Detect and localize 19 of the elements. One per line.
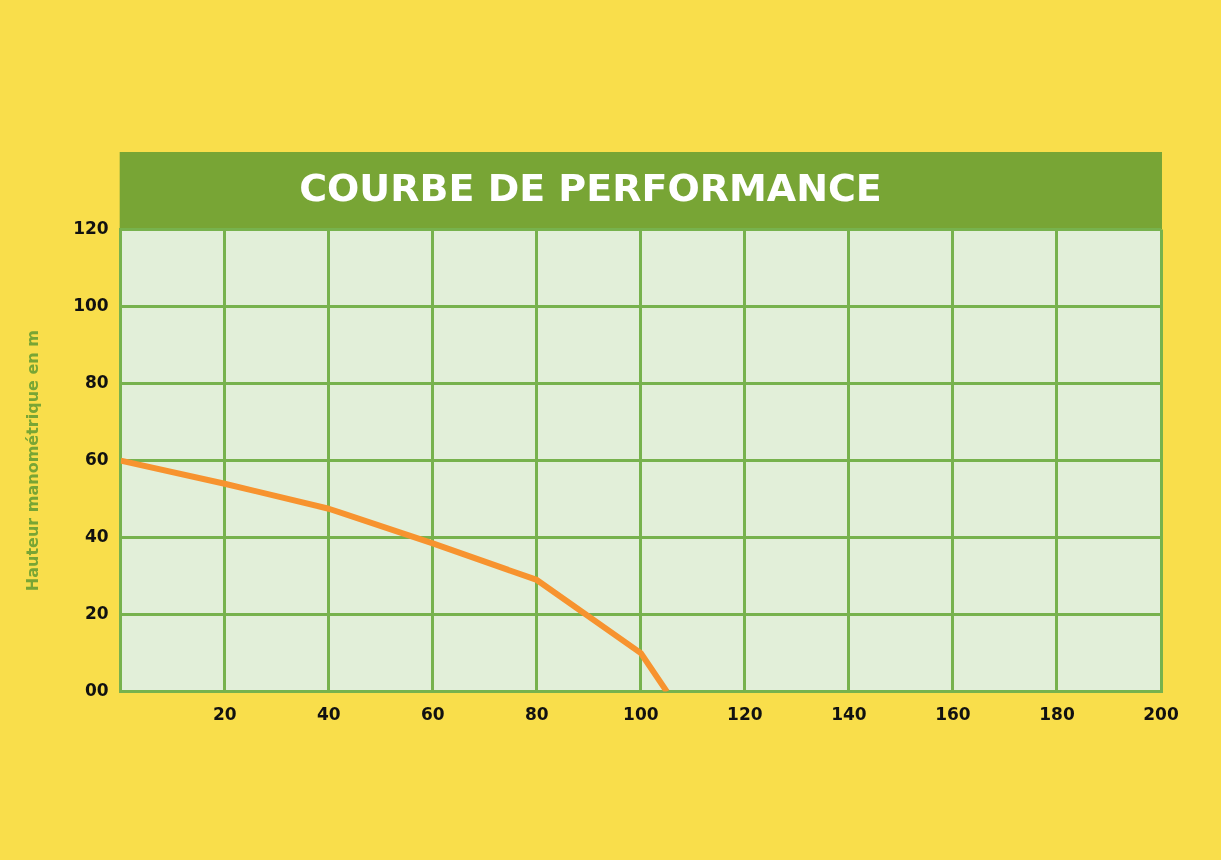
y-tick-label: 40	[85, 526, 109, 547]
x-tick-label: 140	[831, 704, 867, 725]
y-tick-label: 120	[73, 218, 109, 239]
x-tick-label: 20	[212, 704, 237, 725]
y-tick-label: 100	[73, 295, 109, 316]
x-tick-label: 100	[623, 704, 659, 725]
y-tick-label: 60	[85, 449, 109, 470]
y-tick-label: 00	[85, 680, 109, 701]
y-tick-label: 80	[85, 372, 109, 393]
y-axis-title: Hauteur manométrique en m	[22, 330, 42, 592]
x-tick-label: 160	[935, 704, 971, 725]
y-tick-label: 20	[85, 603, 109, 624]
x-tick-label: 40	[316, 704, 341, 725]
chart-title: COURBE DE PERFORMANCE	[299, 165, 882, 210]
x-tick-label: 180	[1039, 704, 1075, 725]
x-tick-label: 200	[1143, 704, 1179, 725]
x-tick-label: 80	[524, 704, 549, 725]
x-tick-label: 120	[727, 704, 763, 725]
x-tick-label: 60	[420, 704, 445, 725]
